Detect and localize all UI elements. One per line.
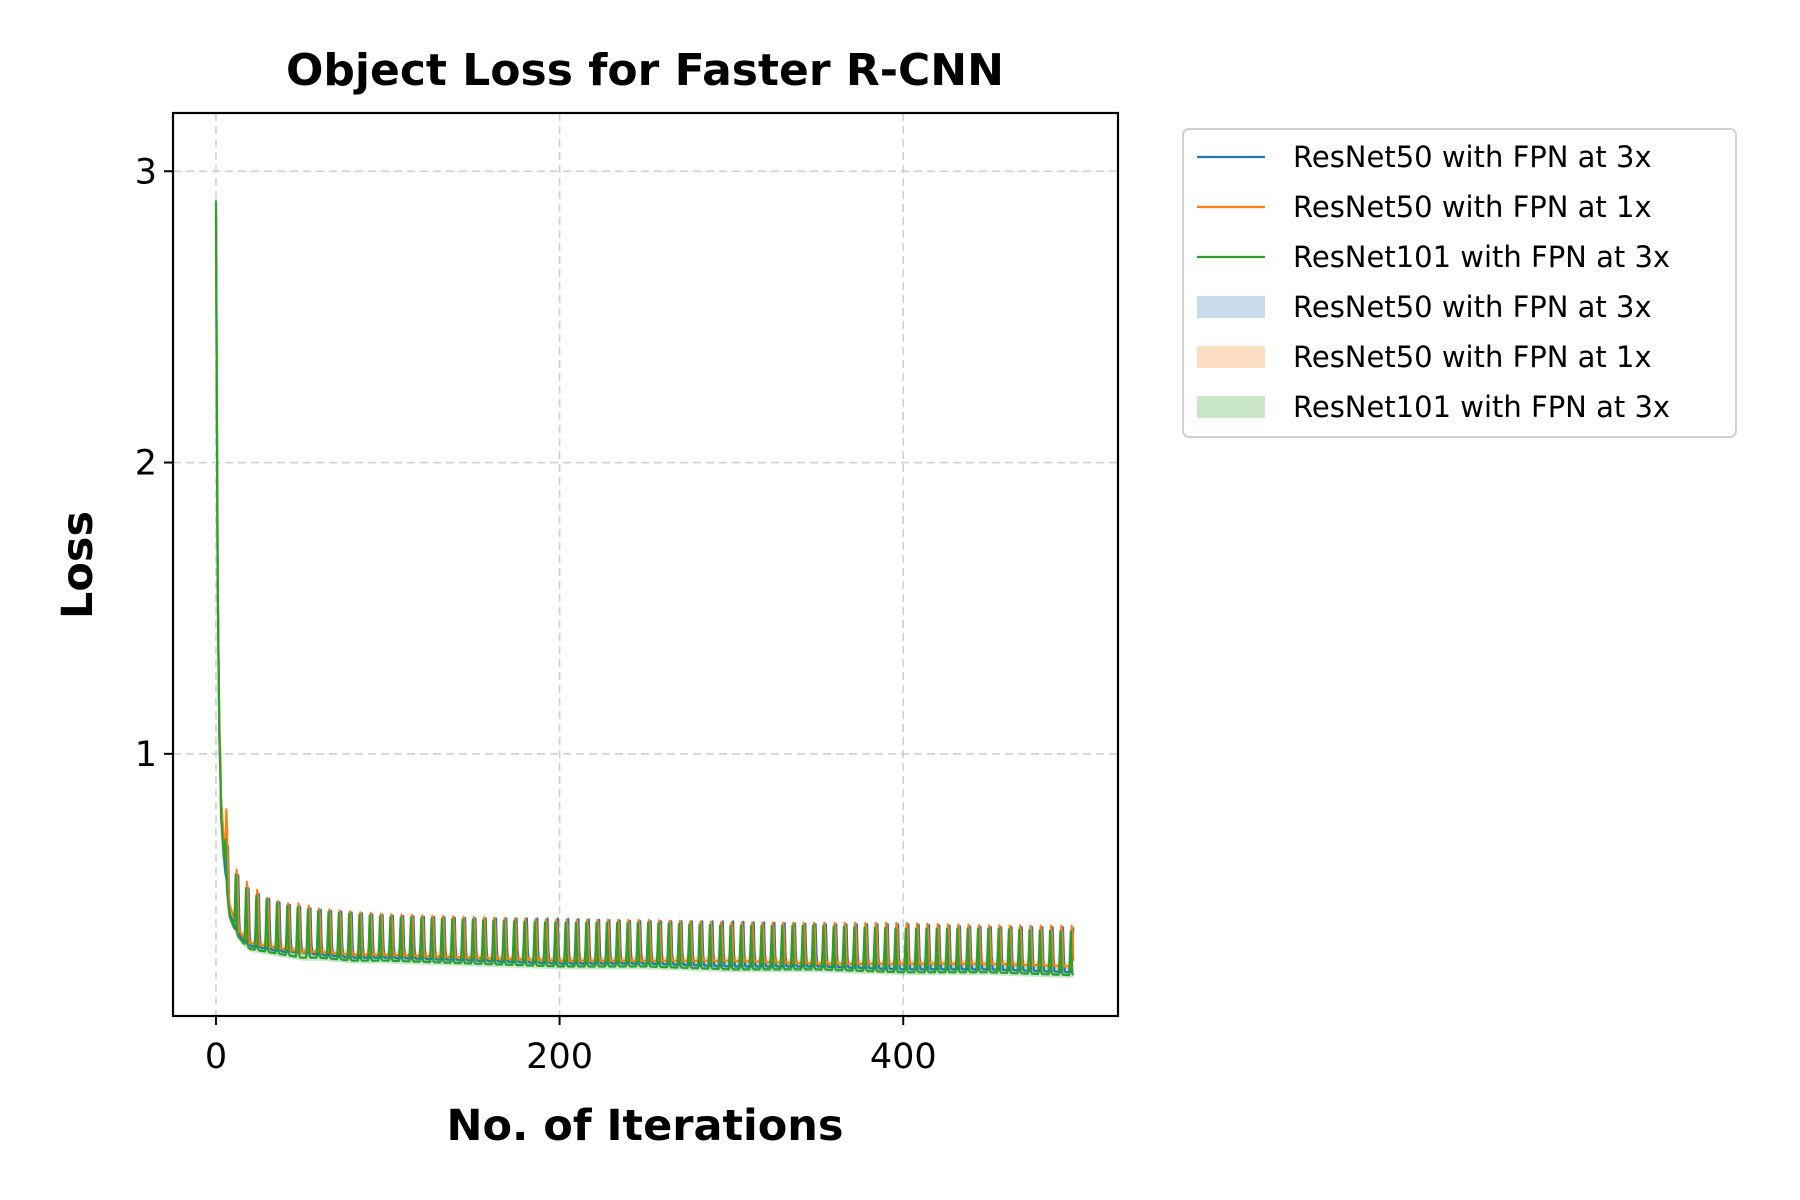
y-axis-ticks: 1 2 3: [135, 152, 173, 775]
grid-lines: [173, 113, 1118, 1016]
series-band-0: [216, 210, 1074, 976]
series-band-2: [216, 196, 1074, 979]
series-band-1: [216, 210, 1074, 970]
x-axis-ticks: 0 200 400: [205, 1016, 937, 1077]
plot-frame: [171, 111, 1120, 1018]
legend-band-swatch: [1197, 396, 1265, 418]
legend-entry-label: ResNet101 with FPN at 3x: [1293, 240, 1670, 274]
x-tick-label: 400: [870, 1037, 937, 1077]
x-axis-label: No. of Iterations: [446, 1101, 843, 1151]
legend-entry-label: ResNet50 with FPN at 1x: [1293, 340, 1652, 374]
legend-band-swatch: [1197, 296, 1265, 318]
series-bands: [216, 196, 1074, 979]
legend-band-swatch: [1197, 346, 1265, 368]
legend: ResNet50 with FPN at 3x ResNet50 with FPN…: [1182, 128, 1737, 438]
chart-title: Object Loss for Faster R-CNN: [286, 45, 1004, 96]
legend-entry-label: ResNet50 with FPN at 3x: [1293, 290, 1652, 324]
legend-entry-label: ResNet50 with FPN at 3x: [1293, 140, 1652, 174]
y-tick-label: 3: [135, 152, 157, 192]
series-line-2: [214, 200, 1075, 977]
y-tick-label: 2: [135, 444, 157, 484]
x-tick-label: 200: [526, 1037, 593, 1077]
y-axis-label: Loss: [53, 511, 103, 619]
series-line-1: [214, 214, 1075, 968]
legend-box: [1182, 128, 1737, 438]
legend-entry-label: ResNet101 with FPN at 3x: [1293, 390, 1670, 424]
y-tick-label: 1: [135, 735, 157, 775]
series-lines: [214, 200, 1075, 977]
x-tick-label: 0: [205, 1037, 227, 1077]
legend-entry-label: ResNet50 with FPN at 1x: [1293, 190, 1652, 224]
series-line-0: [214, 214, 1075, 974]
